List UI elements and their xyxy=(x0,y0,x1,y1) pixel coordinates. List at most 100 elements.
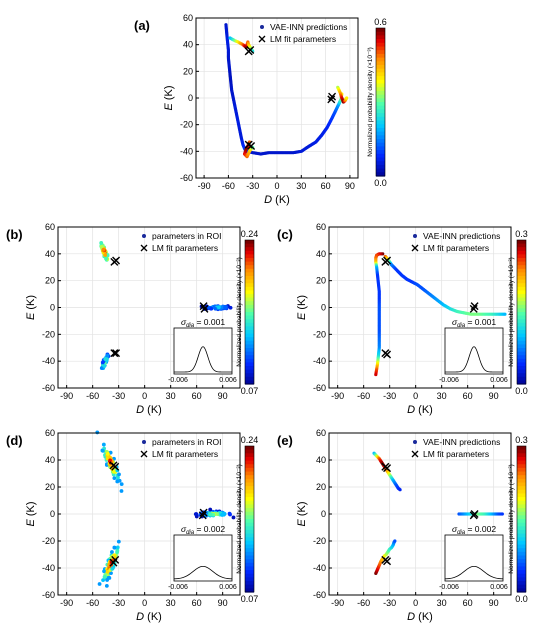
inset-frame xyxy=(444,534,504,582)
legend-label: VAE-INN predictions xyxy=(270,22,347,32)
colorbar-segment xyxy=(245,243,254,248)
legend-label: parameters in ROI xyxy=(152,437,221,447)
inset-tick-label: 0.006 xyxy=(490,584,508,591)
y-axis-label: E (K) xyxy=(25,501,37,526)
colorbar-segment xyxy=(376,127,385,133)
colorbar-segment xyxy=(245,464,254,469)
lm-fit-marker xyxy=(111,462,120,471)
colorbar-segment xyxy=(245,588,254,593)
y-tick-label: -20 xyxy=(313,329,326,339)
x-tick-label: 60 xyxy=(463,391,473,401)
x-tick-label: -60 xyxy=(86,598,99,608)
lm-fit-marker xyxy=(112,256,121,265)
y-tick-label: 0 xyxy=(50,509,55,519)
colorbar-segment xyxy=(376,139,385,144)
y-tick-label: -40 xyxy=(313,356,326,366)
y-tick-label: 20 xyxy=(45,276,55,286)
x-tick-label: 90 xyxy=(489,598,499,608)
colorbar-segment xyxy=(517,508,526,513)
inset: σdia = 0.002 -0.006 0.006 xyxy=(168,524,237,591)
lm-fit-marker xyxy=(200,304,209,313)
data-point xyxy=(108,458,112,463)
colorbar-frame xyxy=(244,445,255,593)
inset-sigma-label: σdia = 0.002 xyxy=(452,524,496,536)
colorbar-segment xyxy=(245,486,254,491)
colorbar-segment xyxy=(517,254,526,259)
colorbar-segment xyxy=(517,511,526,516)
colorbar-segment xyxy=(517,544,526,549)
data-point xyxy=(115,545,120,550)
data-point xyxy=(208,512,213,517)
colorbar-segment xyxy=(245,322,254,327)
colorbar-segment xyxy=(517,276,526,281)
legend-label: LM fit parameters xyxy=(152,243,218,253)
colorbar-segment xyxy=(245,250,254,255)
legend: VAE-INN predictions LM fit parameters xyxy=(411,231,500,253)
colorbar-segment xyxy=(517,482,526,487)
colorbar-segment xyxy=(245,540,254,546)
colorbar-segment xyxy=(517,519,526,524)
y-tick-label: -40 xyxy=(42,563,55,573)
colorbar-segment xyxy=(376,72,385,77)
data-point xyxy=(115,549,120,554)
colorbar-segment xyxy=(376,109,385,114)
colorbar-segment xyxy=(517,319,526,324)
colorbar-frame xyxy=(516,445,527,593)
colorbar-segment xyxy=(376,28,385,33)
data-point xyxy=(227,511,232,516)
colorbar-segment xyxy=(376,157,385,162)
colorbar-segment xyxy=(245,482,254,487)
colorbar-segment xyxy=(517,380,526,385)
colorbar-segment xyxy=(245,315,254,320)
x-tick-label: 60 xyxy=(192,391,202,401)
y-tick-label: 20 xyxy=(45,482,55,492)
colorbar-segment xyxy=(245,449,254,454)
colorbar-segment xyxy=(245,330,254,335)
data-point xyxy=(105,578,110,582)
legend-label: LM fit parameters xyxy=(423,449,489,459)
colorbar-segment xyxy=(517,577,526,582)
colorbar-segment xyxy=(376,65,385,70)
inset-tick-label: -0.006 xyxy=(168,377,188,384)
data-point xyxy=(119,489,124,493)
lm-fit-marker xyxy=(198,511,207,520)
y-tick-label: 60 xyxy=(316,222,326,232)
colorbar-segment xyxy=(245,258,254,263)
x-tick-label: -90 xyxy=(331,598,344,608)
colorbar-frame xyxy=(516,239,527,385)
colorbar-max-label: 0.3 xyxy=(515,435,528,445)
colorbar-segment xyxy=(517,286,526,291)
colorbar-segment xyxy=(517,322,526,327)
colorbar-segment xyxy=(376,172,385,177)
colorbar-segment xyxy=(517,453,526,458)
y-axis-label: E (K) xyxy=(296,295,308,320)
data-point xyxy=(503,312,507,316)
data-point xyxy=(119,482,124,487)
panel-a: -90 -60 -30 0 30 60 90 -60 -40 -20 0 20 40 60 D (K) E (… xyxy=(134,13,387,206)
colorbar-segment xyxy=(376,142,385,147)
colorbar-segment xyxy=(376,124,385,129)
colorbar-label: Normalized probability density (×10⁻³) xyxy=(236,464,243,573)
lm-fit-marker xyxy=(328,92,337,101)
colorbar-segment xyxy=(517,376,526,381)
colorbar-segment xyxy=(245,362,254,367)
colorbar-segment xyxy=(517,446,526,451)
panel-b: -90 -60 -30 0 30 60 90 -60 -40 -20 0 20 40 60 D (K) E (… xyxy=(6,222,258,416)
colorbar-segment xyxy=(376,46,385,51)
x-tick-label: -60 xyxy=(222,181,235,191)
data-point xyxy=(393,539,397,543)
legend: parameters in ROI LM fit parameters xyxy=(140,231,221,253)
colorbar-segment xyxy=(517,344,526,349)
inset-frame xyxy=(173,534,233,582)
colorbar-segment xyxy=(376,102,385,107)
colorbar-segment xyxy=(245,369,254,374)
inset-tick-label: 0.006 xyxy=(219,377,237,384)
data-point xyxy=(101,448,105,453)
colorbar-segment xyxy=(245,489,254,495)
x-tick-label: 0 xyxy=(274,181,279,191)
y-tick-label: -20 xyxy=(42,536,55,546)
colorbar-segment xyxy=(517,304,526,309)
colorbar-segment xyxy=(517,533,526,538)
colorbar-segment xyxy=(245,312,254,317)
